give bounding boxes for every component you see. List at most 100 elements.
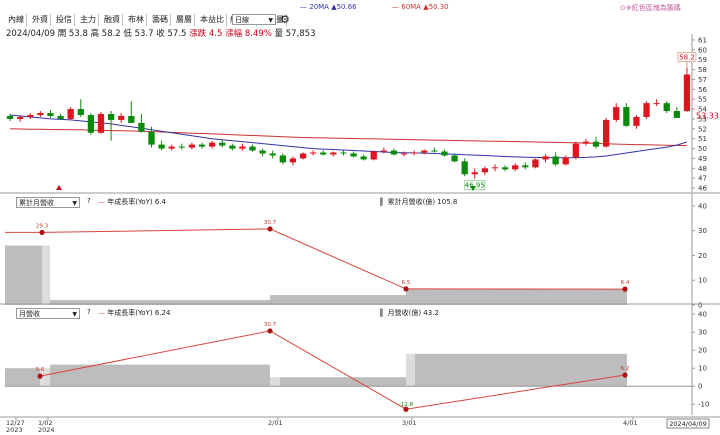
candle[interactable] — [47, 110, 54, 118]
candle-body — [643, 103, 650, 117]
candle[interactable] — [97, 112, 105, 134]
candle[interactable] — [148, 126, 155, 148]
candle[interactable] — [178, 143, 185, 150]
tab-7[interactable]: 層層 — [174, 14, 195, 26]
candle[interactable] — [512, 163, 519, 172]
candle[interactable] — [219, 139, 226, 148]
candle[interactable] — [602, 117, 610, 148]
tab-3[interactable]: 主力 — [78, 14, 99, 26]
tab-6[interactable]: 籌碼 — [150, 14, 171, 26]
candle[interactable] — [613, 103, 620, 122]
candle[interactable] — [6, 114, 14, 121]
candle[interactable] — [239, 143, 246, 151]
gear-icon[interactable]: ⚙ — [280, 13, 290, 26]
candle[interactable] — [27, 113, 34, 119]
yoy-point[interactable] — [622, 286, 628, 292]
yoy-point[interactable] — [39, 229, 45, 236]
candle[interactable] — [643, 101, 650, 119]
tab-2[interactable]: 投信 — [54, 14, 75, 26]
candle[interactable] — [188, 142, 196, 150]
period-select[interactable]: 日線 ▼ — [232, 14, 276, 25]
candle[interactable] — [370, 150, 377, 161]
candle[interactable] — [168, 144, 175, 151]
candle[interactable] — [572, 141, 579, 160]
candle[interactable] — [542, 154, 549, 163]
candle[interactable] — [582, 138, 590, 146]
candle[interactable] — [522, 162, 529, 170]
candle[interactable] — [128, 101, 135, 123]
tab-1[interactable]: 外資 — [30, 14, 51, 26]
candle[interactable] — [350, 151, 357, 158]
candle-body — [17, 116, 24, 119]
yoy-point[interactable] — [267, 226, 273, 232]
candle[interactable] — [158, 140, 165, 151]
candle[interactable] — [400, 151, 408, 157]
revenue-bar — [415, 353, 627, 387]
yoy-point[interactable] — [403, 406, 409, 412]
candle[interactable] — [552, 152, 559, 167]
candle[interactable] — [17, 114, 24, 122]
candle[interactable] — [592, 136, 600, 149]
candle[interactable] — [330, 151, 337, 157]
candle[interactable] — [390, 148, 398, 156]
candle[interactable] — [57, 114, 64, 120]
candle[interactable] — [411, 150, 418, 156]
candle[interactable] — [491, 164, 499, 172]
candle[interactable] — [683, 67, 691, 113]
candle[interactable] — [67, 107, 74, 120]
chip-link[interactable]: ⊙※紅色區塊為籌碼 — [620, 4, 681, 12]
candle[interactable] — [77, 99, 84, 117]
tab-4[interactable]: 融資 — [102, 14, 123, 26]
candle[interactable] — [431, 147, 438, 153]
panel2-help-icon[interactable]: ? — [87, 308, 91, 316]
candle[interactable] — [461, 158, 468, 177]
candle[interactable] — [663, 101, 670, 114]
tab-0[interactable]: 內線 — [6, 14, 27, 26]
panel1-select[interactable]: 累計月營收 ▼ — [16, 197, 80, 208]
candle[interactable] — [340, 150, 347, 156]
candle[interactable] — [481, 166, 489, 176]
candle[interactable] — [421, 149, 428, 155]
candle[interactable] — [320, 150, 327, 156]
candle[interactable] — [37, 111, 44, 117]
candle[interactable] — [653, 99, 660, 107]
candle[interactable] — [118, 113, 125, 123]
yoy-point-label: 6.2 — [621, 366, 630, 372]
candle[interactable] — [441, 149, 448, 157]
candle[interactable] — [279, 153, 286, 165]
tab-8[interactable]: 本益比 — [198, 14, 227, 26]
candle[interactable] — [299, 152, 307, 160]
yoy-point[interactable] — [267, 328, 273, 334]
candle[interactable] — [360, 154, 367, 161]
candle[interactable] — [501, 165, 509, 172]
candle[interactable] — [229, 143, 236, 151]
yoy-point[interactable] — [622, 372, 628, 378]
candle[interactable] — [107, 111, 115, 141]
candle[interactable] — [269, 150, 276, 159]
revenue-bar — [5, 245, 42, 305]
panel2-rev-legend: ▌ 月營收(億) 43.2 — [380, 309, 439, 317]
candle[interactable] — [532, 158, 539, 169]
tab-5[interactable]: 布林 — [126, 14, 147, 26]
yoy-point[interactable] — [403, 286, 409, 292]
candle[interactable] — [198, 142, 206, 149]
candle[interactable] — [633, 114, 640, 129]
candle[interactable] — [451, 153, 458, 163]
candle[interactable] — [289, 156, 297, 166]
yoy-point[interactable] — [37, 373, 43, 379]
candle[interactable] — [310, 150, 317, 156]
candle[interactable] — [138, 114, 145, 133]
panel2-select[interactable]: 月營收 ▼ — [16, 308, 80, 319]
candle[interactable] — [623, 103, 630, 127]
candle[interactable] — [87, 113, 95, 135]
candle[interactable] — [208, 140, 216, 149]
candle[interactable] — [562, 155, 569, 166]
candle[interactable] — [673, 107, 680, 118]
candle-body — [380, 150, 387, 152]
panel1-help-icon[interactable]: ? — [87, 197, 91, 205]
candle[interactable] — [380, 147, 387, 154]
candle[interactable] — [249, 144, 256, 152]
candle[interactable] — [471, 168, 478, 179]
candle[interactable] — [259, 148, 266, 157]
